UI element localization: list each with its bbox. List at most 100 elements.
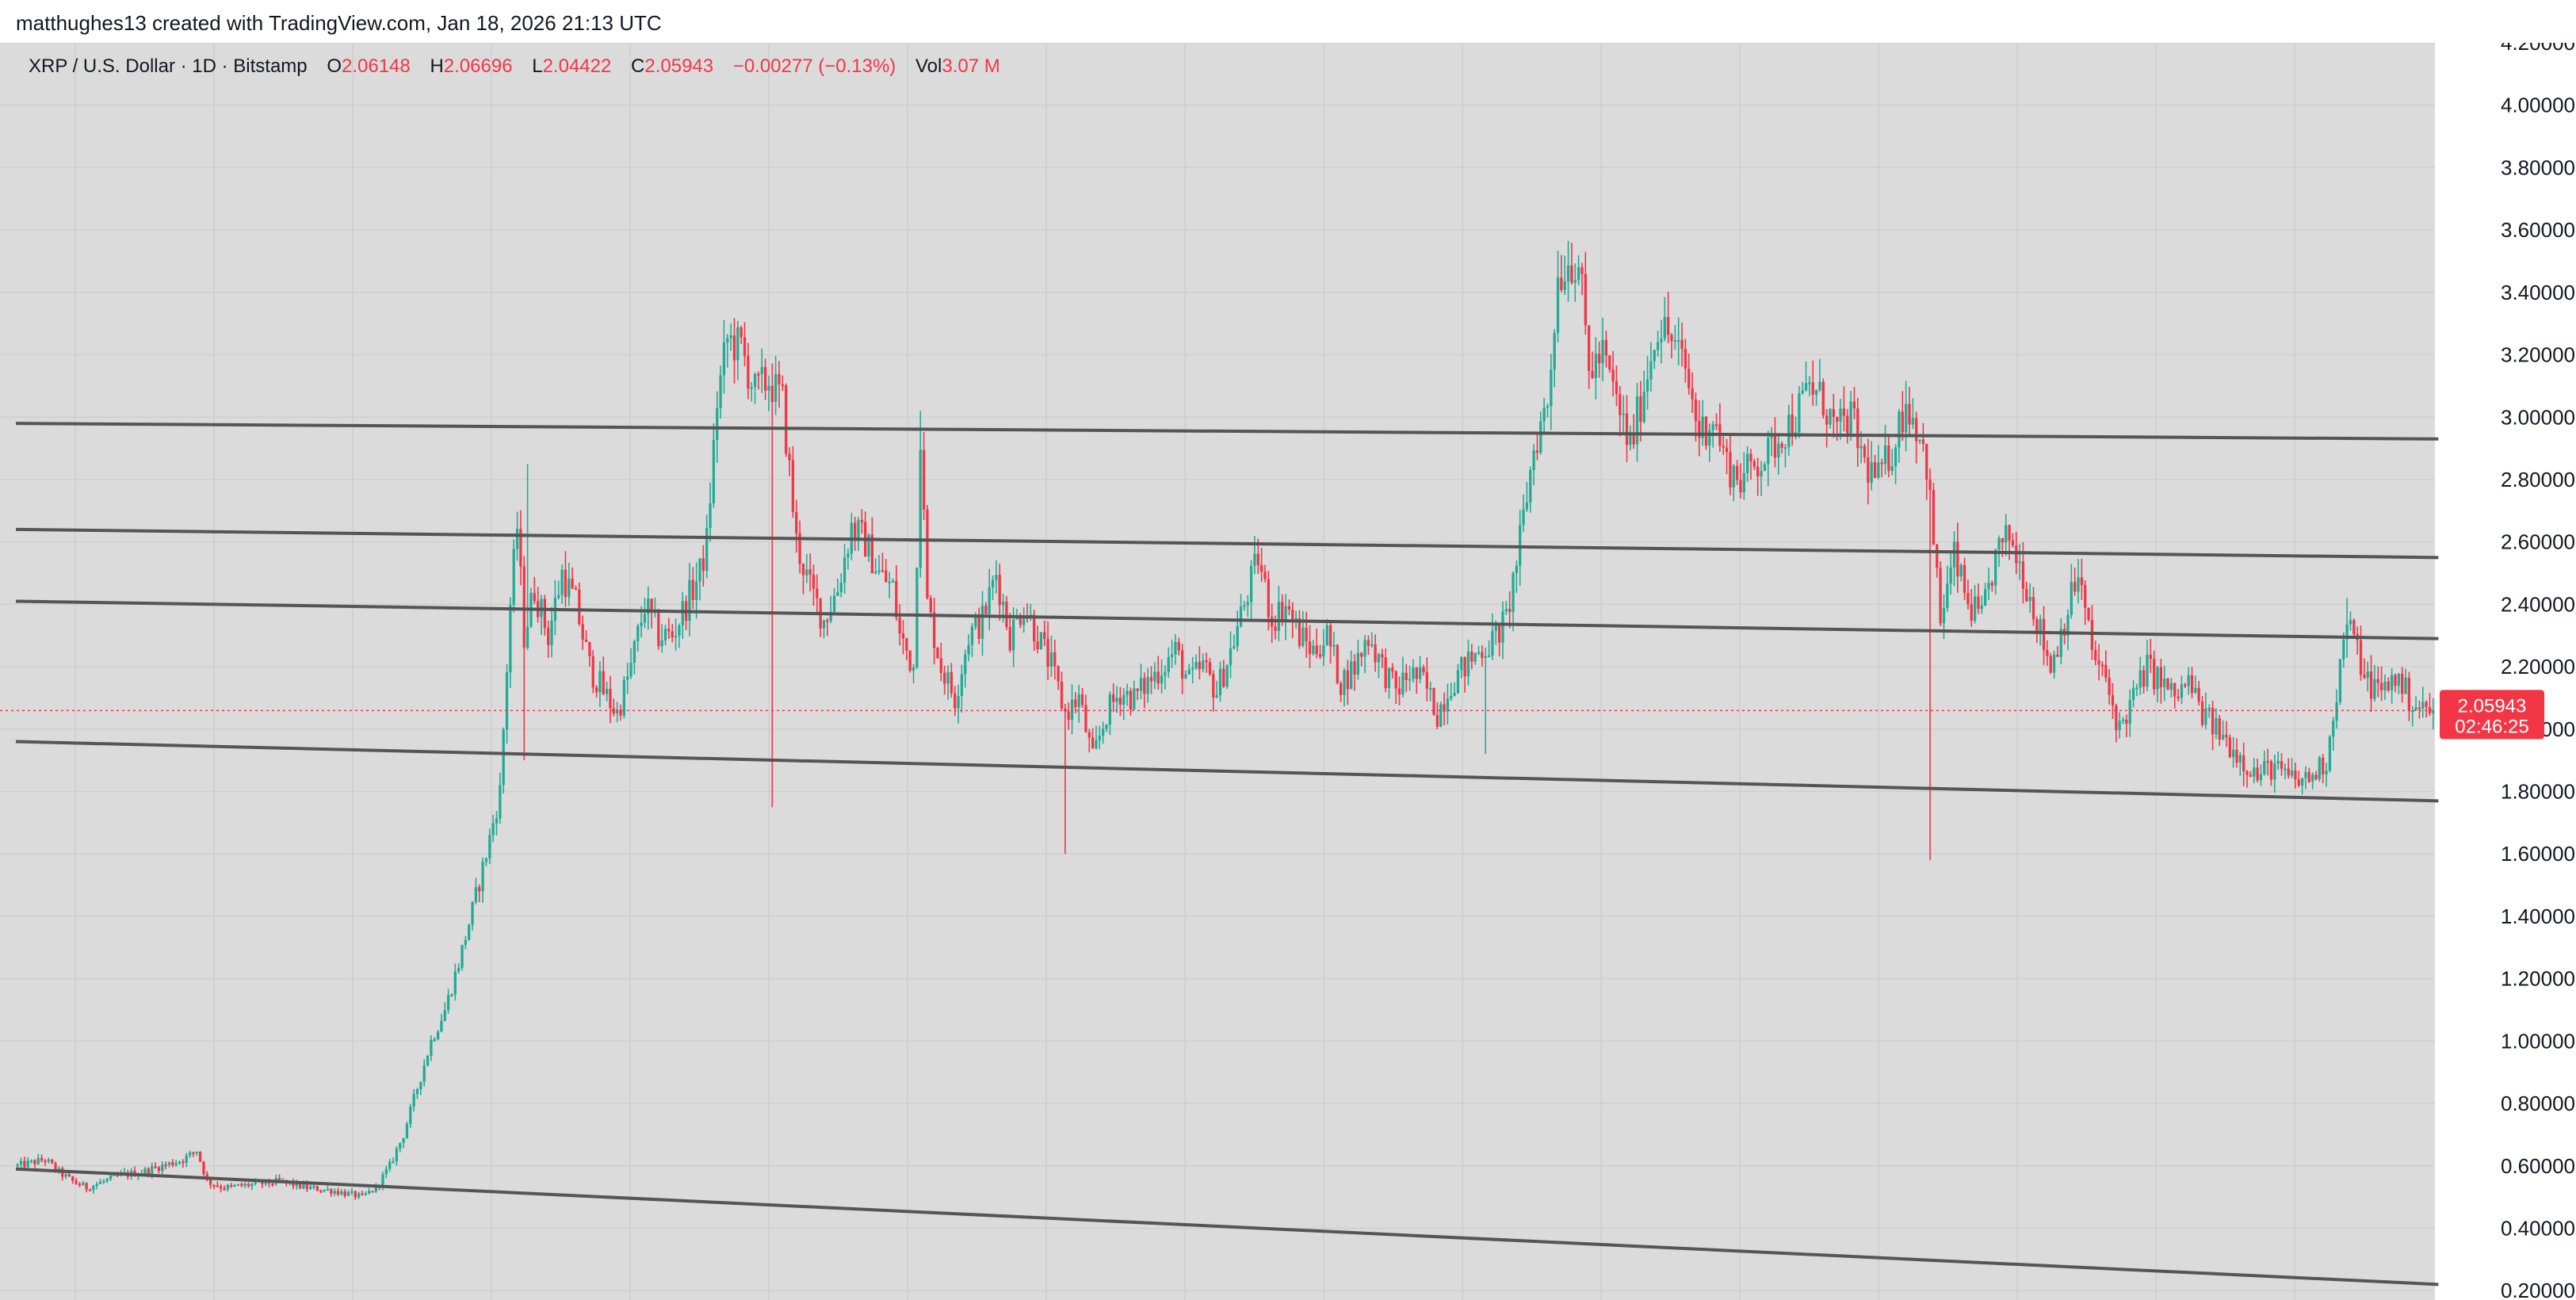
candle-body: [964, 654, 967, 675]
candle-body: [2190, 675, 2194, 693]
candle-body: [2218, 718, 2221, 740]
candle-body: [1701, 416, 1704, 438]
candle-body: [594, 687, 598, 693]
candle-body: [29, 1160, 33, 1162]
candle-body: [1246, 602, 1249, 606]
candle-body: [678, 625, 681, 636]
candle-body: [1966, 592, 1970, 605]
candle-body: [2359, 640, 2363, 675]
candle-body: [1194, 662, 1198, 668]
candle-body: [1294, 618, 1298, 621]
candle-body: [729, 335, 732, 338]
candle-body: [64, 1174, 67, 1177]
candle-body: [1381, 654, 1384, 658]
candle-body: [984, 606, 988, 614]
price-tick-label: 3.80000: [2501, 155, 2575, 179]
candle-body: [2284, 768, 2287, 770]
candle-body: [1305, 627, 1308, 642]
candle-body: [1714, 424, 1718, 426]
candle-body: [1852, 401, 1856, 409]
candle-body: [1374, 644, 1377, 663]
candle-body: [1139, 678, 1143, 691]
candle-body: [505, 672, 509, 730]
candle-body: [826, 620, 829, 622]
trendline[interactable]: [15, 422, 2439, 441]
price-chart[interactable]: 4.20000 4.00000 3.80000 3.60000 3.40000 3.200…: [0, 43, 2576, 1300]
candle-body: [384, 1168, 388, 1175]
trendline[interactable]: [15, 527, 2439, 560]
candle-body: [688, 579, 691, 621]
trendline[interactable]: [15, 1167, 2439, 1287]
candle-body: [488, 835, 491, 858]
candle-body: [1473, 652, 1477, 662]
candle-body: [671, 631, 674, 638]
candle-body: [1512, 573, 1515, 613]
candle-body: [333, 1191, 336, 1194]
candle-body: [770, 385, 774, 402]
candle-body: [474, 887, 478, 903]
candle-body: [2383, 681, 2387, 690]
candle-body: [1601, 339, 1604, 364]
candle-body: [315, 1186, 319, 1191]
candle-body: [1729, 452, 1732, 488]
price-tick-label: 2.60000: [2501, 530, 2575, 554]
candle-body: [743, 337, 747, 356]
candle-body: [2249, 774, 2253, 777]
candle-body: [1883, 445, 1887, 465]
candle-body: [1577, 267, 1580, 281]
candle-body: [2166, 679, 2169, 690]
candle-body: [1153, 671, 1156, 682]
candle-body: [1735, 465, 1739, 480]
candle-body: [182, 1161, 185, 1164]
candle-body: [1370, 644, 1374, 646]
candle-body: [1629, 435, 1632, 445]
candle-body: [154, 1166, 157, 1168]
candle-body: [1181, 650, 1184, 679]
price-axis[interactable]: [2435, 43, 2576, 1300]
price-tick-label: 3.60000: [2501, 218, 2575, 242]
candle-body: [533, 592, 536, 602]
candle-body: [1746, 453, 1749, 473]
candle-body: [1177, 642, 1180, 651]
candle-body: [2307, 772, 2310, 782]
candle-body: [870, 534, 874, 574]
candle-body: [491, 823, 495, 835]
candle-body: [1928, 480, 1932, 491]
candle-body: [422, 1065, 426, 1082]
candle-body: [1619, 394, 1622, 415]
price-tick-label: 1.00000: [2501, 1029, 2575, 1053]
candle-body: [1443, 704, 1446, 712]
candle-body: [629, 662, 633, 677]
candle-body: [1673, 340, 1677, 342]
candle-body: [1332, 644, 1336, 647]
candle-body: [1463, 656, 1466, 677]
candle-body: [2031, 597, 2035, 620]
trendline[interactable]: [15, 599, 2439, 640]
candle-body: [1670, 335, 1673, 342]
candle-body: [1108, 694, 1112, 725]
candle-body: [1356, 652, 1360, 675]
candle-body: [932, 612, 936, 648]
candle-body: [1997, 537, 2001, 550]
candle-body: [1133, 688, 1136, 710]
candle-body: [2273, 763, 2276, 780]
plot-area[interactable]: [0, 43, 2435, 1300]
candle-body: [801, 564, 805, 575]
candle-body: [323, 1189, 326, 1191]
candle-body: [1849, 401, 1852, 438]
candle-body: [1873, 461, 1877, 478]
candle-body: [736, 327, 740, 361]
candle-body: [2163, 679, 2166, 688]
trendline[interactable]: [15, 740, 2439, 803]
candle-body: [2318, 757, 2322, 779]
candle-body: [957, 695, 960, 709]
candle-body: [361, 1193, 364, 1195]
candle-body: [1005, 602, 1008, 627]
symbol-title[interactable]: XRP / U.S. Dollar · 1D · Bitstamp: [29, 55, 308, 77]
candle-body: [2401, 674, 2404, 694]
candle-body: [750, 387, 753, 389]
candle-body: [698, 558, 701, 582]
candle-body: [877, 570, 881, 572]
candle-body: [1263, 572, 1267, 579]
candle-body: [2028, 597, 2031, 602]
